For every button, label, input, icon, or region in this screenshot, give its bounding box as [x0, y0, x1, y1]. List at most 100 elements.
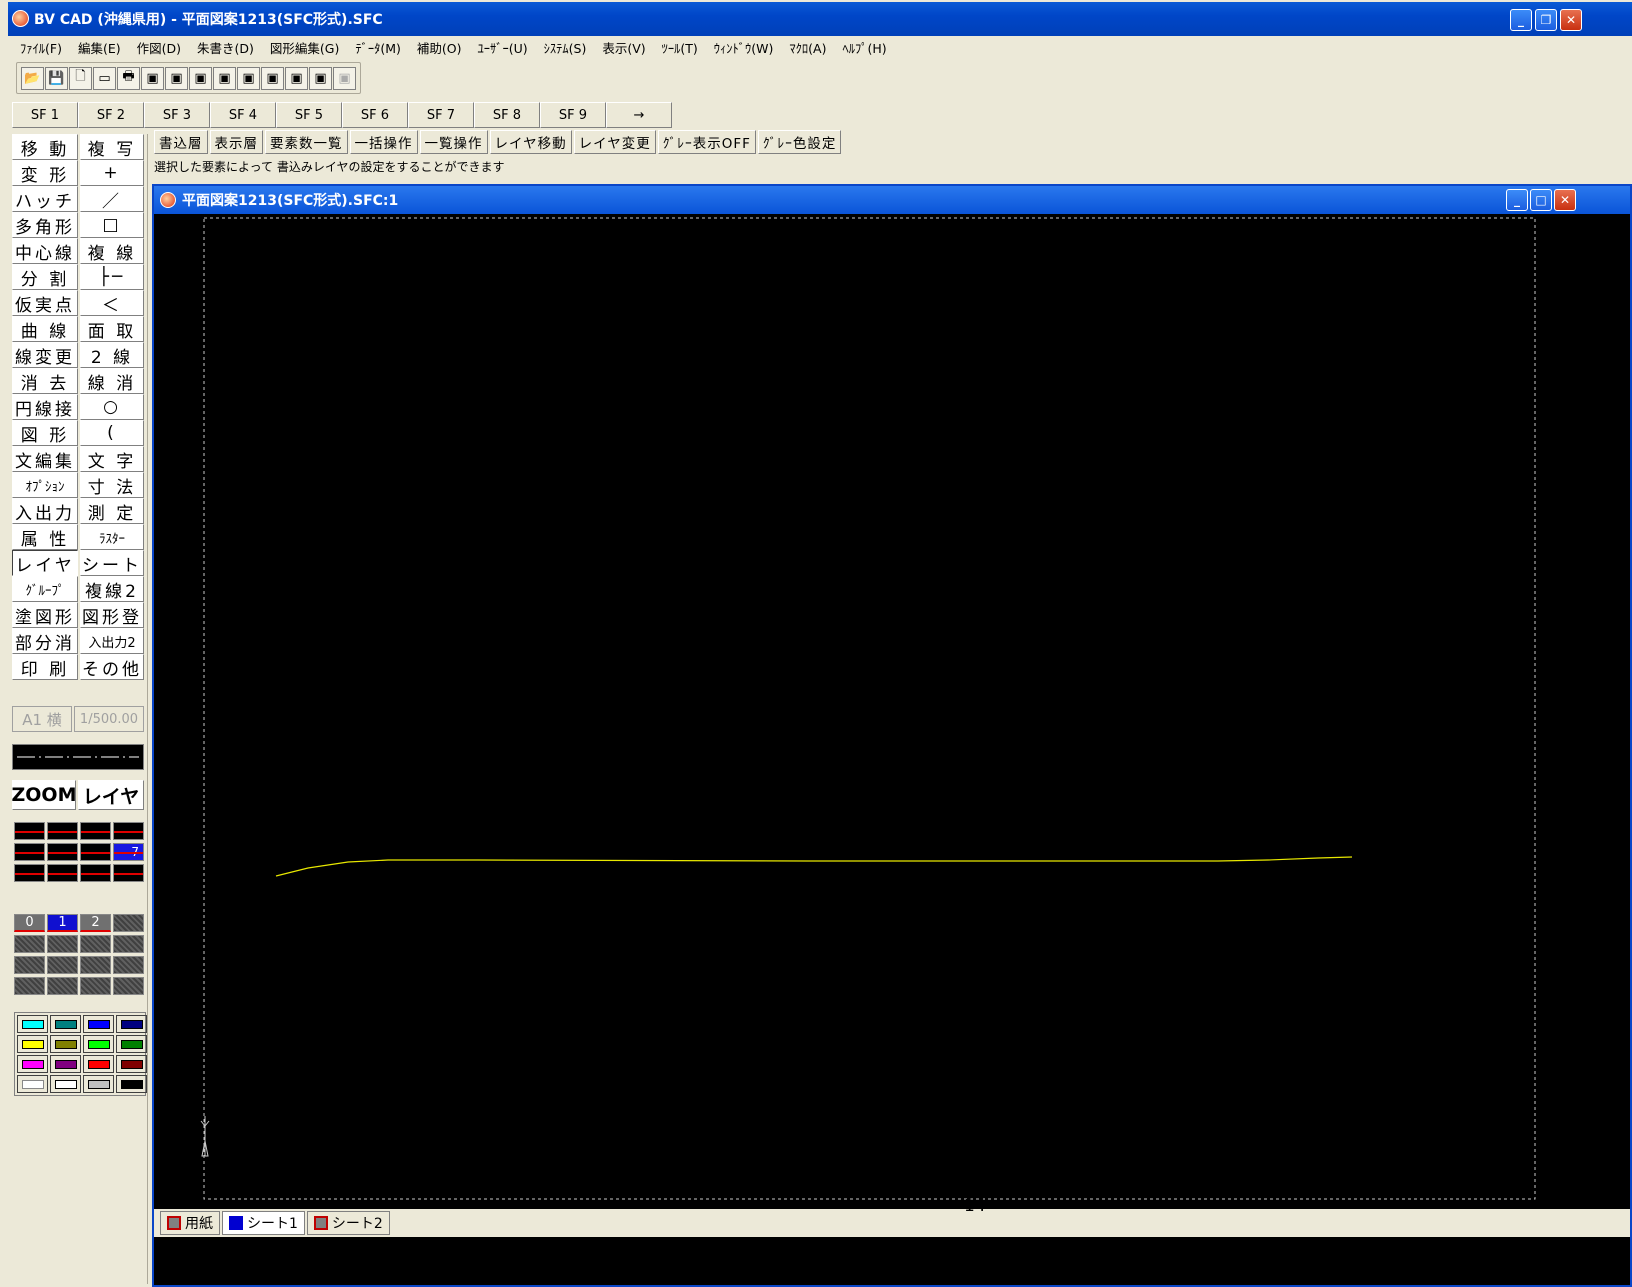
road-centerline[interactable] [275, 856, 1353, 877]
tool-button[interactable]: 寸 法 [80, 472, 144, 498]
sf-button[interactable]: SF 7 [408, 102, 474, 128]
layer-swatch[interactable]: 0 [14, 914, 45, 932]
tool-button[interactable]: 円線接 [12, 394, 78, 420]
layer-swatch[interactable] [80, 935, 111, 953]
tool-button[interactable]: ｸﾞﾙｰﾌﾟ [12, 576, 78, 602]
pen-swatch[interactable] [80, 864, 111, 882]
tool-button[interactable]: 属 性 [12, 524, 78, 550]
color-swatch[interactable] [83, 1055, 114, 1073]
tool-button[interactable]: 文編集 [12, 446, 78, 472]
layer-command-button[interactable]: ｸﾞﾚｰ色設定 [757, 130, 842, 154]
sheet-tab[interactable]: シート2 [306, 1211, 390, 1235]
layer-button[interactable]: レイヤ [78, 780, 144, 810]
save-sfc-icon[interactable]: ▣ [213, 66, 236, 90]
doc-close-button[interactable]: ✕ [1554, 189, 1576, 211]
pen-swatch[interactable] [14, 822, 45, 840]
sf-button[interactable]: SF 3 [144, 102, 210, 128]
save-other-icon[interactable]: ▣ [333, 66, 356, 90]
menu-item[interactable]: ﾌｧｲﾙ(F) [20, 40, 62, 56]
tool-button[interactable]: 文 字 [80, 446, 144, 472]
tool-button[interactable]: 中心線 [12, 238, 78, 264]
save-layer-icon[interactable]: ▣ [165, 66, 188, 90]
sheet-tab[interactable]: シート1 [222, 1211, 305, 1235]
menu-item[interactable]: 補助(O) [416, 40, 462, 56]
menu-item[interactable]: 表示(V) [602, 40, 646, 56]
menu-item[interactable]: ﾃﾞｰﾀ(M) [355, 40, 401, 56]
tool-button[interactable]: 複 写 [80, 134, 144, 160]
menu-item[interactable]: ﾂｰﾙ(T) [661, 40, 698, 56]
tool-button[interactable]: ハッチ [12, 186, 78, 212]
pen-swatch[interactable] [47, 822, 78, 840]
tool-button[interactable]: □ [80, 212, 144, 238]
tool-button[interactable]: 印 刷 [12, 654, 78, 680]
sf-button[interactable]: SF 1 [12, 102, 78, 128]
layer-swatch[interactable]: 2 [80, 914, 111, 932]
print-icon[interactable]: 🖶 [117, 66, 140, 90]
layer-command-button[interactable]: 一括操作 [349, 130, 418, 154]
tool-button[interactable]: + [80, 160, 144, 186]
tool-button[interactable]: 2 線 [80, 342, 144, 368]
tool-button[interactable]: シート [80, 550, 144, 576]
tool-button[interactable]: 線変更 [12, 342, 78, 368]
tool-button[interactable]: 複線2 [80, 576, 144, 602]
color-swatch[interactable] [83, 1075, 114, 1093]
pen-swatch[interactable] [113, 822, 144, 840]
doc-maximize-button[interactable]: □ [1530, 189, 1552, 211]
paper-scale[interactable]: 1/500.00 [74, 706, 144, 732]
save-jww-icon[interactable]: ▣ [285, 66, 308, 90]
save-icon[interactable]: 💾 [45, 66, 68, 90]
open-sfc-icon[interactable]: ▣ [189, 66, 212, 90]
pen-swatch[interactable] [47, 843, 78, 861]
sf-button[interactable]: SF 4 [210, 102, 276, 128]
layer-swatch[interactable] [80, 956, 111, 974]
sf-button[interactable]: → [606, 102, 672, 128]
tool-button[interactable]: ｵﾌﾟｼｮﾝ [12, 472, 78, 498]
tool-button[interactable]: 消 去 [12, 368, 78, 394]
menu-item[interactable]: ｳｨﾝﾄﾞｳ(W) [713, 40, 774, 56]
layer-command-button[interactable]: 要素数一覧 [265, 130, 348, 154]
open-jww-icon[interactable]: ▣ [261, 66, 284, 90]
tool-button[interactable]: 図 形 [12, 420, 78, 446]
pen-swatch[interactable] [14, 843, 45, 861]
new-icon[interactable]: 🗋 [69, 66, 92, 90]
layer-swatch[interactable] [113, 914, 144, 932]
pen-swatch[interactable] [80, 843, 111, 861]
tool-button[interactable]: 複 線 [80, 238, 144, 264]
pen-swatch[interactable] [113, 864, 144, 882]
sf-button[interactable]: SF 9 [540, 102, 606, 128]
tool-button[interactable]: ├─ [80, 264, 144, 290]
tool-button[interactable]: 図形登 [80, 602, 144, 628]
close-button[interactable]: ✕ [1560, 9, 1582, 31]
tool-button[interactable]: 入出力 [12, 498, 78, 524]
color-swatch[interactable] [116, 1035, 147, 1053]
tool-button[interactable]: ﾗｽﾀｰ [80, 524, 144, 550]
tool-button[interactable]: その他 [80, 654, 144, 680]
layer-swatch[interactable]: 1 [47, 914, 78, 932]
tool-button[interactable]: 曲 線 [12, 316, 78, 342]
layer-swatch[interactable] [14, 956, 45, 974]
sf-button[interactable]: SF 2 [78, 102, 144, 128]
color-swatch[interactable] [17, 1055, 48, 1073]
zoom-button[interactable]: ZOOM [12, 780, 77, 810]
sf-button[interactable]: SF 5 [276, 102, 342, 128]
tool-button[interactable]: 測 定 [80, 498, 144, 524]
layer-swatch[interactable] [47, 935, 78, 953]
open-dxf-icon[interactable]: ▣ [237, 66, 260, 90]
pen-swatch[interactable] [14, 864, 45, 882]
layer-command-button[interactable]: レイヤ移動 [489, 130, 572, 154]
layer-swatch[interactable] [113, 977, 144, 995]
layer-swatch[interactable] [113, 935, 144, 953]
pen-swatch[interactable] [80, 822, 111, 840]
color-swatch[interactable] [17, 1075, 48, 1093]
tool-button[interactable]: 塗図形 [12, 602, 78, 628]
pen-swatch[interactable] [47, 864, 78, 882]
pen-swatch[interactable]: 7 [113, 843, 144, 861]
color-swatch[interactable] [83, 1035, 114, 1053]
sheet-tab[interactable]: 用紙 [160, 1211, 220, 1235]
menu-item[interactable]: ﾕｰｻﾞｰ(U) [477, 40, 528, 56]
open-layer-icon[interactable]: ▣ [141, 66, 164, 90]
tool-button[interactable]: レイヤ [12, 550, 78, 576]
open-icon[interactable]: 📂 [21, 66, 44, 90]
layer-command-button[interactable]: 書込層 [154, 130, 208, 154]
tool-button[interactable]: ○ [80, 394, 144, 420]
